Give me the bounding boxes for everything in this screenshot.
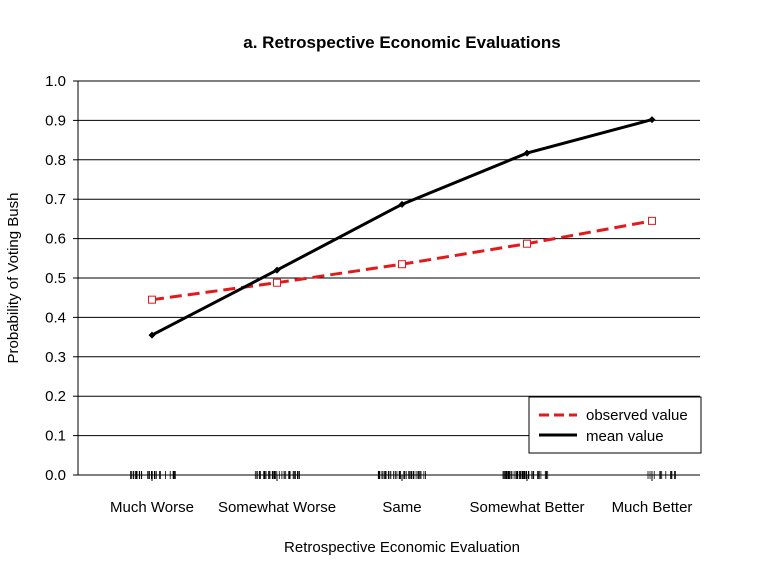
point-mean-2 xyxy=(398,200,406,208)
y-axis-label: Probability of Voting Bush xyxy=(5,193,22,364)
y-tick-label-7: 0.7 xyxy=(45,191,66,208)
y-tick-label-9: 0.9 xyxy=(45,112,66,129)
x-tick-label-0: Much Worse xyxy=(110,499,194,516)
grid-lines xyxy=(73,80,700,476)
legend-box xyxy=(528,396,702,454)
y-tick-label-1: 0.1 xyxy=(45,428,66,445)
legend: observed value mean value xyxy=(528,396,702,454)
y-tick-label-4: 0.4 xyxy=(45,309,66,326)
point-observed-3 xyxy=(523,239,531,248)
series-lines xyxy=(151,118,653,337)
x-tick-label-4: Much Better xyxy=(612,499,693,516)
point-mean-0 xyxy=(148,331,156,339)
y-tick-label-2: 0.2 xyxy=(45,388,66,405)
point-observed-0 xyxy=(148,295,156,304)
y-tick-label-5: 0.5 xyxy=(45,270,66,287)
point-mean-3 xyxy=(523,149,531,157)
y-tick-label-10: 1.0 xyxy=(45,73,66,90)
series-line-1 xyxy=(151,118,653,337)
chart-title: a. Retrospective Economic Evaluations xyxy=(243,33,560,52)
y-tick-label-8: 0.8 xyxy=(45,152,66,169)
y-tick-label-0: 0.0 xyxy=(45,467,66,484)
legend-label-observed: observed value xyxy=(586,407,688,424)
legend-label-mean: mean value xyxy=(586,428,664,445)
y-tick-label-6: 0.6 xyxy=(45,231,66,248)
point-observed-2 xyxy=(398,260,406,269)
point-observed-1 xyxy=(273,278,281,287)
point-mean-1 xyxy=(273,266,281,274)
y-tick-labels: 0.0 0.1 0.2 0.3 0.4 0.5 0.6 0.7 0.8 0.9 1.0 xyxy=(45,73,66,484)
point-mean-4 xyxy=(648,116,656,124)
x-tick-label-1: Somewhat Worse xyxy=(218,499,336,516)
x-tick-label-3: Somewhat Better xyxy=(469,499,584,516)
point-observed-4 xyxy=(648,216,656,225)
x-tick-labels: Much Worse Somewhat Worse Same Somewhat Bet… xyxy=(110,475,692,516)
y-tick-label-3: 0.3 xyxy=(45,349,66,366)
x-axis-label: Retrospective Economic Evaluation xyxy=(284,539,520,556)
series-markers xyxy=(148,116,656,339)
x-tick-label-2: Same xyxy=(382,499,421,516)
